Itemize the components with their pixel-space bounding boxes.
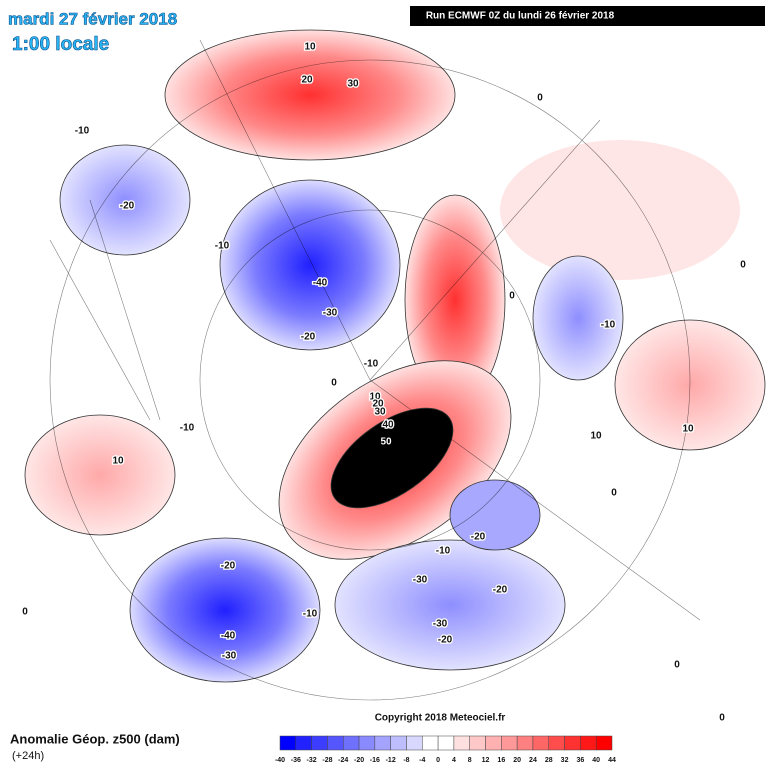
colorbar-label: -36 — [291, 757, 301, 764]
contour-label: -10 — [601, 320, 616, 331]
contour-label: -30 — [433, 619, 448, 630]
colorbar-label: 24 — [529, 757, 537, 764]
colorbar-cell — [516, 735, 534, 751]
contour-label: 20 — [372, 399, 384, 410]
contour-label: -40 — [221, 631, 236, 642]
colorbar-cell — [453, 735, 470, 751]
colorbar-label: -4 — [419, 757, 425, 764]
contour-label: -30 — [413, 575, 428, 586]
colorbar-label: -40 — [275, 757, 285, 764]
colorbar-label: -28 — [322, 757, 332, 764]
contour-label: 30 — [347, 79, 359, 90]
colorbar-cell — [437, 735, 455, 751]
contour-label: -10 — [215, 241, 230, 252]
colorbar-cell — [327, 735, 344, 751]
colorbar-cell — [501, 735, 518, 751]
colorbar: -40 -36 -32 -28 -24 -20 -16 -12 -8 -4 0 4 8 12 16 20 24 2… — [275, 735, 616, 764]
contour-label: 10 — [369, 392, 381, 403]
contour-label: 10 — [590, 431, 602, 442]
contour-label: -20 — [120, 201, 135, 212]
colorbar-label: 40 — [592, 757, 600, 764]
contour-label: 0 — [22, 607, 28, 618]
colorbar-label: -8 — [403, 757, 409, 764]
colorbar-cell — [374, 735, 391, 751]
contour-label: 0 — [537, 93, 543, 104]
contour-label: 10 — [112, 456, 124, 467]
colorbar-cell — [580, 735, 597, 751]
colorbar-label: 32 — [561, 757, 569, 764]
contour-label: 0 — [740, 260, 746, 271]
contour-label: -20 — [438, 635, 453, 646]
colorbar-label: 8 — [468, 757, 472, 764]
contour-label: 10 — [682, 424, 694, 435]
contour-label: 0 — [719, 713, 725, 724]
colorbar-cell — [595, 735, 613, 751]
colorbar-cell — [295, 735, 312, 751]
map-title: mardi 27 février 2018 — [8, 9, 177, 28]
graticule — [49, 39, 701, 701]
contour-label: -10 — [364, 359, 379, 370]
contour-label: -20 — [301, 332, 316, 343]
contour-label: 0 — [611, 488, 617, 499]
contour-label: -40 — [313, 278, 328, 289]
contour-label: -20 — [493, 585, 508, 596]
contour-label: 0 — [674, 660, 680, 671]
colorbar-label: 16 — [497, 757, 505, 764]
contour-label: 20 — [301, 75, 313, 86]
colorbar-cell — [311, 735, 328, 751]
map-subtitle: 1:00 locale — [12, 34, 109, 55]
run-label: Run ECMWF 0Z du lundi 26 février 2018 — [426, 11, 615, 22]
contour-label: 0 — [331, 378, 337, 389]
colorbar-label: 0 — [436, 757, 440, 764]
contour-label: 30 — [374, 407, 386, 418]
colorbar-label: 36 — [576, 757, 584, 764]
contour-label: -10 — [180, 423, 195, 434]
colorbar-label: -16 — [370, 757, 380, 764]
contour-label: -30 — [323, 308, 338, 319]
colorbar-cell — [564, 735, 581, 751]
contour-label: 40 — [382, 420, 394, 431]
colorbar-cell — [342, 735, 360, 751]
colorbar-label: 12 — [482, 757, 490, 764]
contour-labels: 10 20 30 0 -10 -20 -10 -40 -30 -20 -10 0… — [21, 40, 748, 725]
colorbar-label: 44 — [608, 757, 616, 764]
variable-label: Anomalie Géop. z500 (dam) — [10, 731, 180, 746]
colorbar-cell — [422, 735, 439, 751]
colorbar-cell — [390, 735, 407, 751]
colorbar-cell — [358, 735, 376, 751]
colorbar-cell — [469, 735, 486, 751]
colorbar-label: 20 — [513, 757, 521, 764]
contour-label: 10 — [304, 42, 316, 53]
colorbar-label: 4 — [452, 757, 456, 764]
colorbar-cell — [279, 735, 297, 751]
contour-label: 0 — [509, 291, 515, 302]
colorbar-cell — [406, 735, 423, 751]
contour-label: -10 — [303, 609, 318, 620]
colorbar-label: -24 — [338, 757, 348, 764]
colorbar-label: -20 — [354, 757, 364, 764]
contour-label: -20 — [221, 561, 236, 572]
contour-label: 50 — [380, 437, 392, 448]
colorbar-label: -12 — [386, 757, 396, 764]
lead-label: (+24h) — [12, 750, 44, 762]
contour-label: -10 — [75, 126, 90, 137]
colorbar-label: 28 — [545, 757, 553, 764]
anomaly-fields — [24, 29, 766, 683]
colorbar-label: -32 — [307, 757, 317, 764]
colorbar-cell — [485, 735, 502, 751]
contour-label: -20 — [471, 532, 486, 543]
contour-label: -10 — [436, 546, 451, 557]
colorbar-cell — [532, 735, 550, 751]
colorbar-cell — [548, 735, 565, 751]
copyright: Copyright 2018 Meteociel.fr — [375, 713, 506, 724]
run-banner — [410, 6, 765, 26]
contour-label: -30 — [222, 651, 237, 662]
